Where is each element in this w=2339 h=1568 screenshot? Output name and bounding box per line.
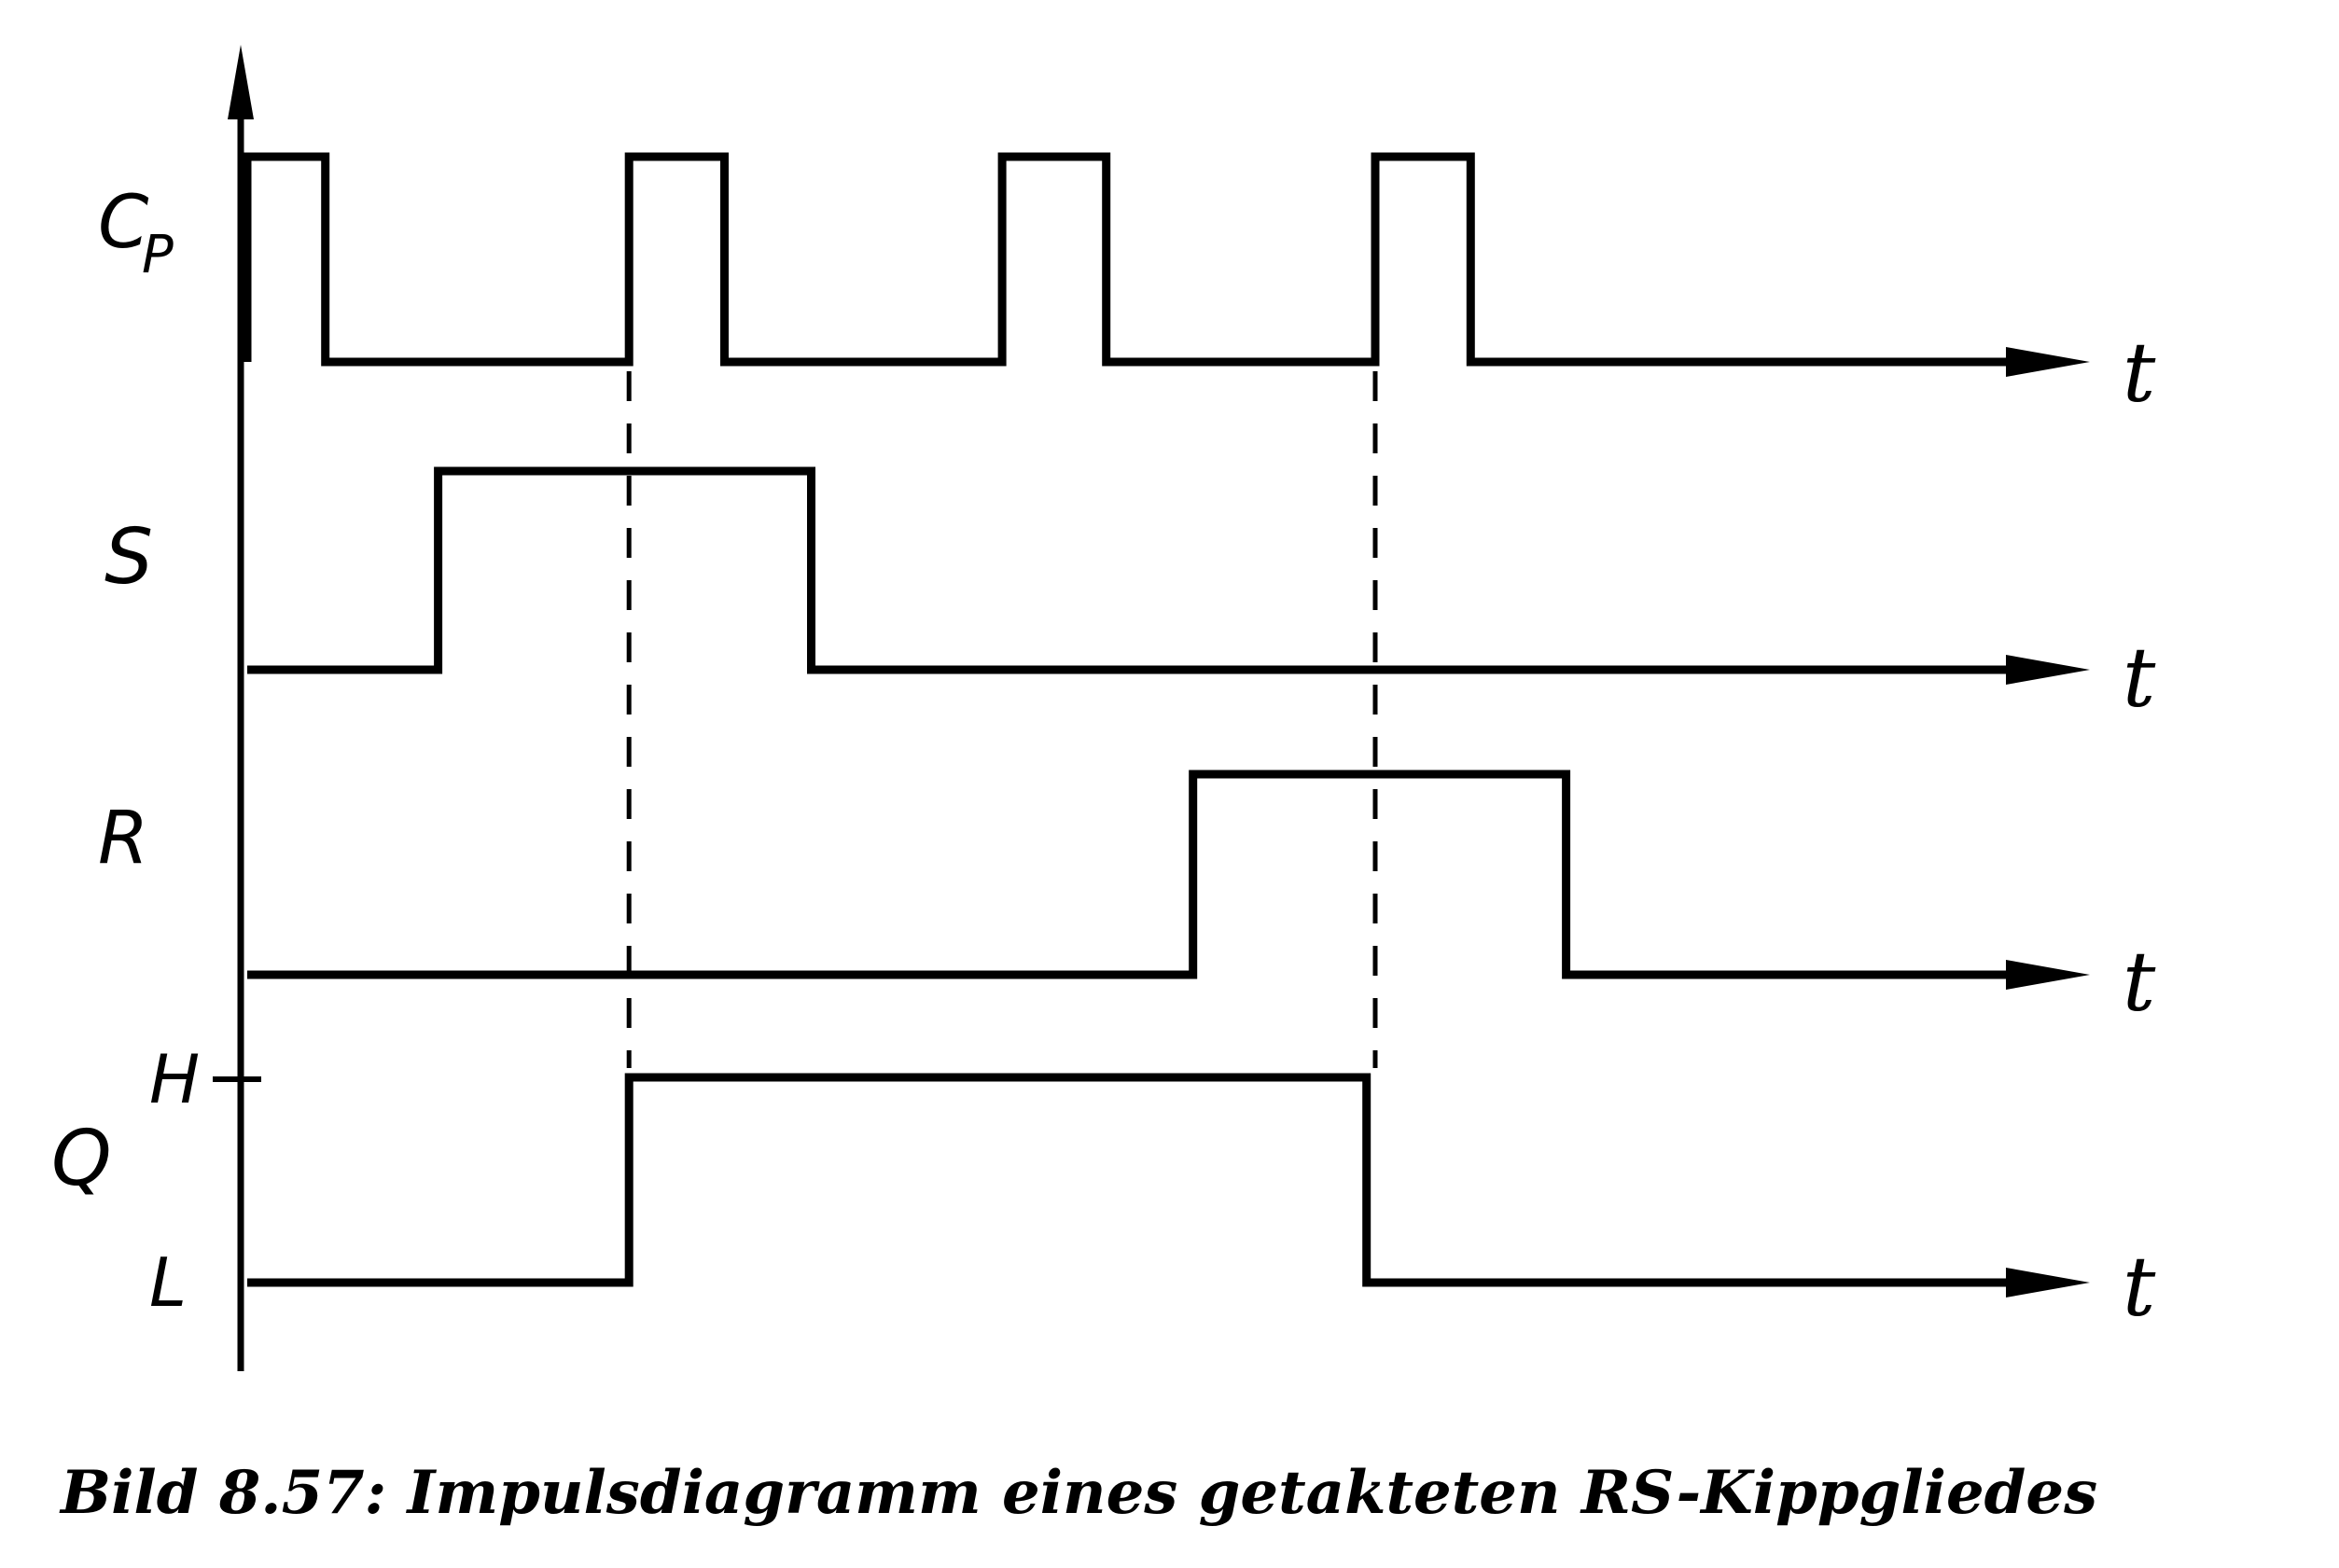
cp-time-label: t	[2123, 325, 2156, 421]
s-waveform	[247, 466, 2015, 674]
r-time-arrow-icon	[2006, 960, 2090, 990]
q-time-arrow-icon	[2006, 1268, 2090, 1297]
r-waveform	[247, 770, 2015, 979]
s-signal-row	[247, 466, 2090, 685]
cp-signal-row	[243, 152, 2090, 377]
s-pulse-1	[439, 471, 812, 670]
q-waveform	[247, 1073, 2015, 1287]
q-high-level-label: H	[149, 1040, 200, 1118]
cp-pulse-1	[247, 157, 326, 362]
cp-time-arrow-icon	[2006, 347, 2090, 377]
r-pulse-1	[1193, 774, 1566, 975]
r-time-label: t	[2123, 934, 2156, 1030]
q-signal-label: Q	[51, 1115, 112, 1203]
q-pulse-1	[629, 1077, 1366, 1283]
r-signal-label: R	[98, 797, 148, 881]
q-low-level-label: L	[149, 1243, 187, 1322]
s-time-label: t	[2123, 630, 2156, 726]
q-time-label: t	[2123, 1239, 2156, 1335]
cp-pulse-3	[1002, 157, 1107, 362]
signal-rows	[243, 152, 2090, 1297]
s-time-arrow-icon	[2006, 655, 2090, 685]
cp-signal-label: C	[98, 181, 149, 265]
vertical-axis	[228, 45, 254, 1371]
q-signal-row	[247, 1073, 2090, 1297]
clock-edge-markers	[626, 371, 1378, 1068]
cp-pulse-2	[629, 157, 724, 362]
r-signal-row	[247, 770, 2090, 990]
figure-caption: Bild 8.57: Impulsdiagramm eines getaktet…	[59, 1458, 2097, 1528]
cp-pulse-4	[1375, 157, 1470, 362]
cp-waveform	[243, 152, 2015, 367]
s-signal-label: S	[104, 513, 153, 602]
cp-signal-subscript: P	[142, 225, 174, 285]
